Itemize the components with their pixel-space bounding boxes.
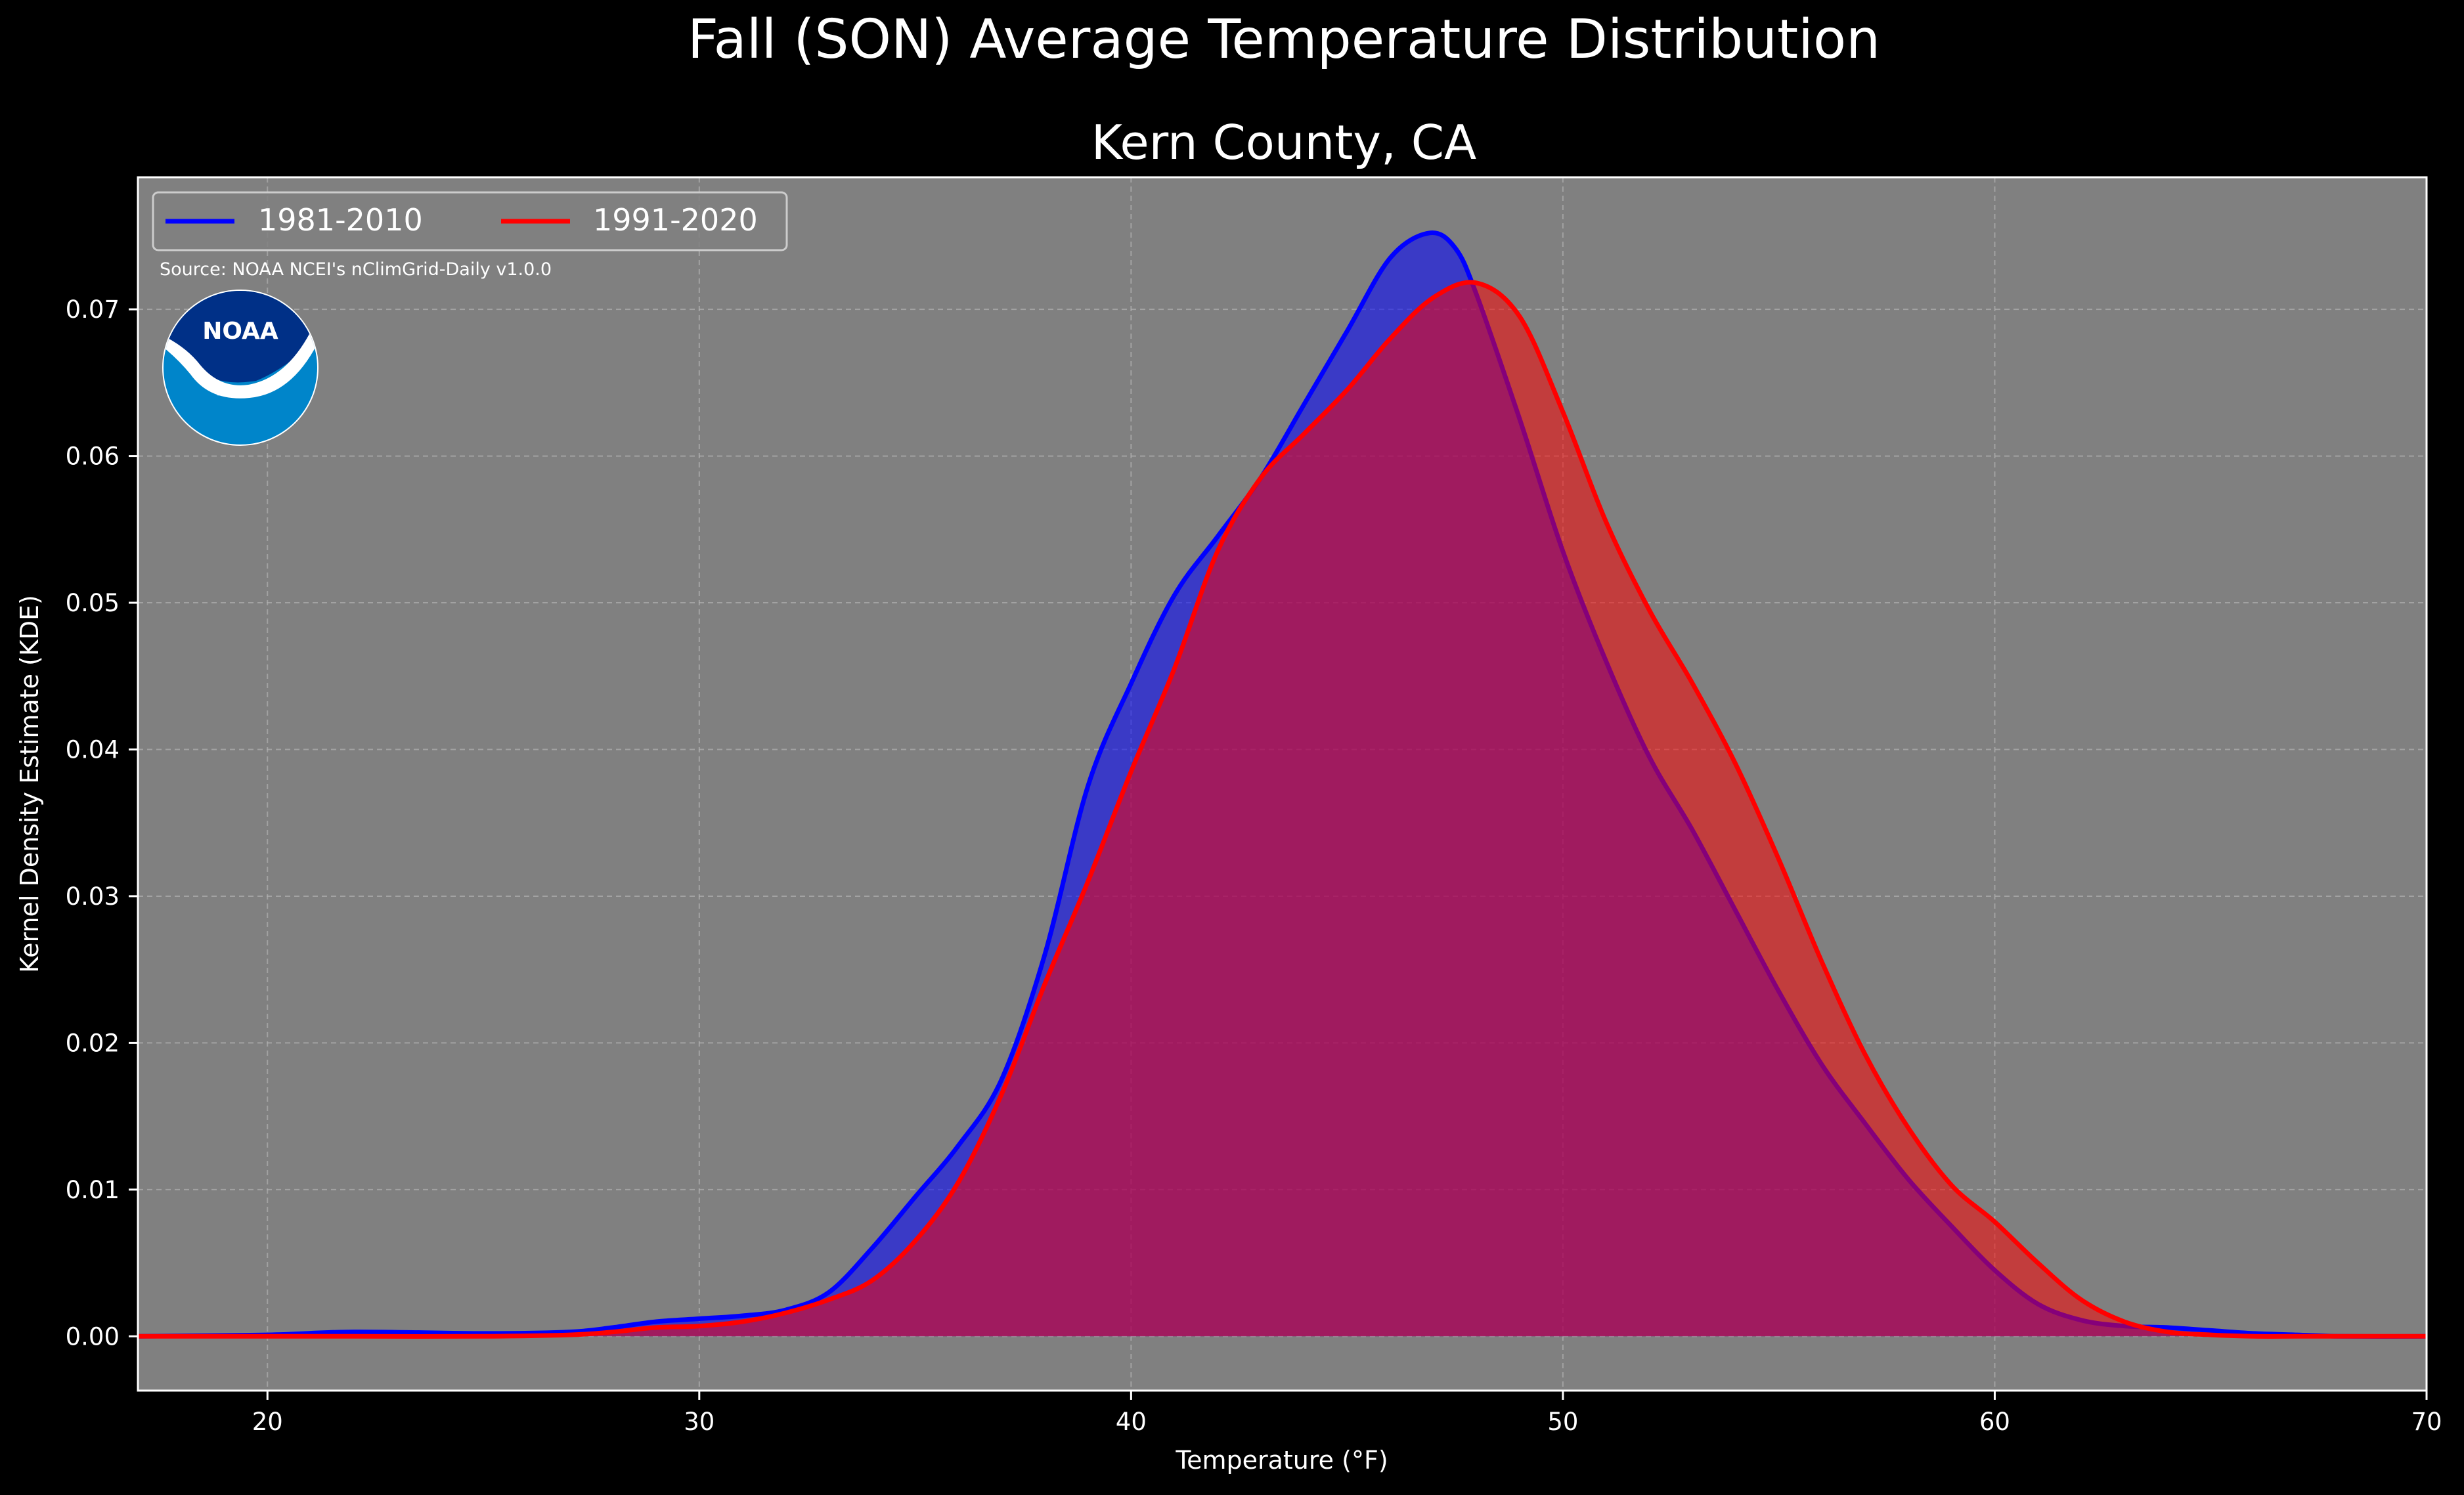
- y-axis-ticks: 0.00 0.01 0.02 0.03 0.04 0.05 0.06 0.07: [66, 295, 138, 1351]
- x-tick-label: 40: [1116, 1408, 1147, 1436]
- series-line-1991-2020: [138, 280, 2427, 1339]
- y-tick-label: 0.00: [66, 1322, 120, 1351]
- x-tick-label: 50: [1547, 1408, 1578, 1436]
- x-tick-label: 20: [252, 1408, 283, 1436]
- plot-frame: [137, 176, 2428, 1392]
- noaa-logo: NOAA: [162, 290, 319, 446]
- y-tick-label: 0.04: [66, 735, 120, 764]
- y-tick-label: 0.03: [66, 882, 120, 911]
- x-tick-label: 60: [1979, 1408, 2010, 1436]
- y-tick-label: 0.06: [66, 443, 120, 471]
- x-tick-label: 30: [684, 1408, 715, 1436]
- y-tick-label: 0.07: [66, 295, 120, 324]
- y-axis-label: Kernel Density Estimate (KDE): [15, 595, 44, 973]
- noaa-logo-text: NOAA: [202, 318, 278, 345]
- series-layer: [137, 230, 2427, 1339]
- legend-frame: [152, 191, 788, 251]
- x-axis-label: Temperature (°F): [1175, 1446, 1388, 1475]
- legend-label-1991: 1991-2020: [593, 202, 758, 238]
- legend: 1981-2010 1991-2020: [152, 191, 788, 251]
- y-tick-label: 0.05: [66, 589, 120, 617]
- chart-suptitle: Fall (SON) Average Temperature Distribut…: [688, 9, 1880, 71]
- y-tick-label: 0.01: [66, 1176, 120, 1204]
- x-tick-label: 70: [2411, 1408, 2442, 1436]
- y-tick-label: 0.02: [66, 1029, 120, 1057]
- legend-label-1981: 1981-2010: [258, 202, 423, 238]
- chart-title: Kern County, CA: [1091, 115, 1477, 170]
- series-area-1991-2020: [138, 282, 2427, 1337]
- source-note: Source: NOAA NCEI's nClimGrid-Daily v1.0…: [160, 259, 552, 280]
- x-axis-ticks: 20 30 40 50 60 70: [252, 1391, 2442, 1436]
